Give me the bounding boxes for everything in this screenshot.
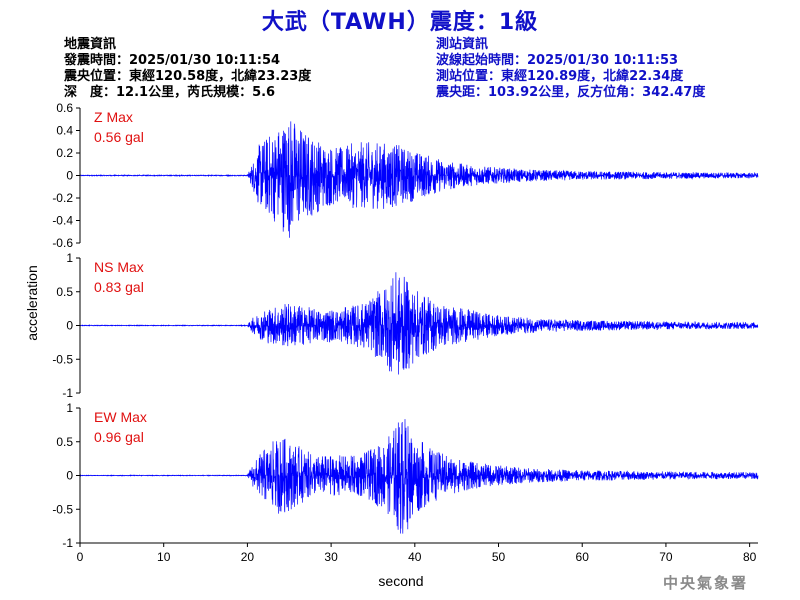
y-tick-label: -0.5 xyxy=(52,502,73,516)
waveform-ew xyxy=(79,419,759,534)
panel-ew: 1 0.5 0 -0.5 -1 EW Max 0.96 gal xyxy=(52,401,759,550)
y-tick-label: 0.6 xyxy=(56,101,73,115)
y-tick-label: 0.2 xyxy=(56,146,73,160)
y-tick-label: -0.5 xyxy=(52,352,73,366)
panel-ns: 1 0.5 0 -0.5 -1 NS Max 0.83 gal xyxy=(52,251,759,400)
y-tick-label: 0.5 xyxy=(56,435,73,449)
waveform-ns xyxy=(79,272,759,375)
max-label-z: Z Max xyxy=(94,109,133,125)
max-value-ns: 0.83 gal xyxy=(94,279,144,295)
station-info: 測站資訊 波線起始時間：2025/01/30 10:11:53 測站位置：東經1… xyxy=(436,37,705,101)
y-tick-label: 0 xyxy=(66,169,73,183)
y-tick-label: 0 xyxy=(66,319,73,333)
y-tick-label: -0.6 xyxy=(52,236,73,250)
station-location: 測站位置：東經120.89度，北緯22.34度 xyxy=(436,69,684,84)
cwa-logo: 中央氣象署 xyxy=(662,574,748,592)
y-axis-label: acceleration xyxy=(24,265,40,341)
y-tick-label: 1 xyxy=(66,401,73,415)
max-label-ns: NS Max xyxy=(94,259,144,275)
chart-title: 大武（TAWH）震度：1級 xyxy=(261,10,539,35)
max-value-ew: 0.96 gal xyxy=(94,429,144,445)
distance-azimuth: 震央距：103.92公里，反方位角：342.47度 xyxy=(436,85,706,100)
x-tick-label: 80 xyxy=(743,550,757,564)
panel-z: 0.6 0.4 0.2 0 -0.2 -0.4 -0.6 Z Max 0.56 gal xyxy=(52,101,759,250)
max-value-z: 0.56 gal xyxy=(94,129,144,145)
y-tick-label: 0.5 xyxy=(56,285,73,299)
x-axis-label: second xyxy=(378,573,423,589)
x-tick-label: 30 xyxy=(324,550,338,564)
quake-info: 地震資訊 發震時間：2025/01/30 10:11:54 震央位置：東經120… xyxy=(64,37,311,101)
x-tick-label: 60 xyxy=(576,550,590,564)
station-info-heading: 測站資訊 xyxy=(436,37,489,52)
x-tick-label: 40 xyxy=(408,550,422,564)
wave-start-time: 波線起始時間：2025/01/30 10:11:53 xyxy=(436,53,679,68)
y-tick-label: -1 xyxy=(62,536,73,550)
waveform-z xyxy=(79,121,759,238)
y-tick-label: -0.2 xyxy=(52,191,73,205)
y-tick-label: -1 xyxy=(62,386,73,400)
x-tick-label: 20 xyxy=(241,550,255,564)
x-tick-label: 0 xyxy=(77,550,84,564)
max-label-ew: EW Max xyxy=(94,409,147,425)
depth-magnitude: 深 度：12.1公里，芮氏規模：5.6 xyxy=(64,85,276,100)
quake-info-heading: 地震資訊 xyxy=(64,37,117,52)
x-tick-label: 10 xyxy=(157,550,171,564)
x-tick-label: 50 xyxy=(492,550,506,564)
y-tick-label: -0.4 xyxy=(52,214,73,228)
origin-time: 發震時間：2025/01/30 10:11:54 xyxy=(64,53,281,68)
y-tick-label: 0.4 xyxy=(56,124,73,138)
y-tick-label: 0 xyxy=(66,469,73,483)
epicenter-location: 震央位置：東經120.58度，北緯23.23度 xyxy=(64,69,312,84)
y-tick-label: 1 xyxy=(66,251,73,265)
x-tick-label: 70 xyxy=(659,550,673,564)
